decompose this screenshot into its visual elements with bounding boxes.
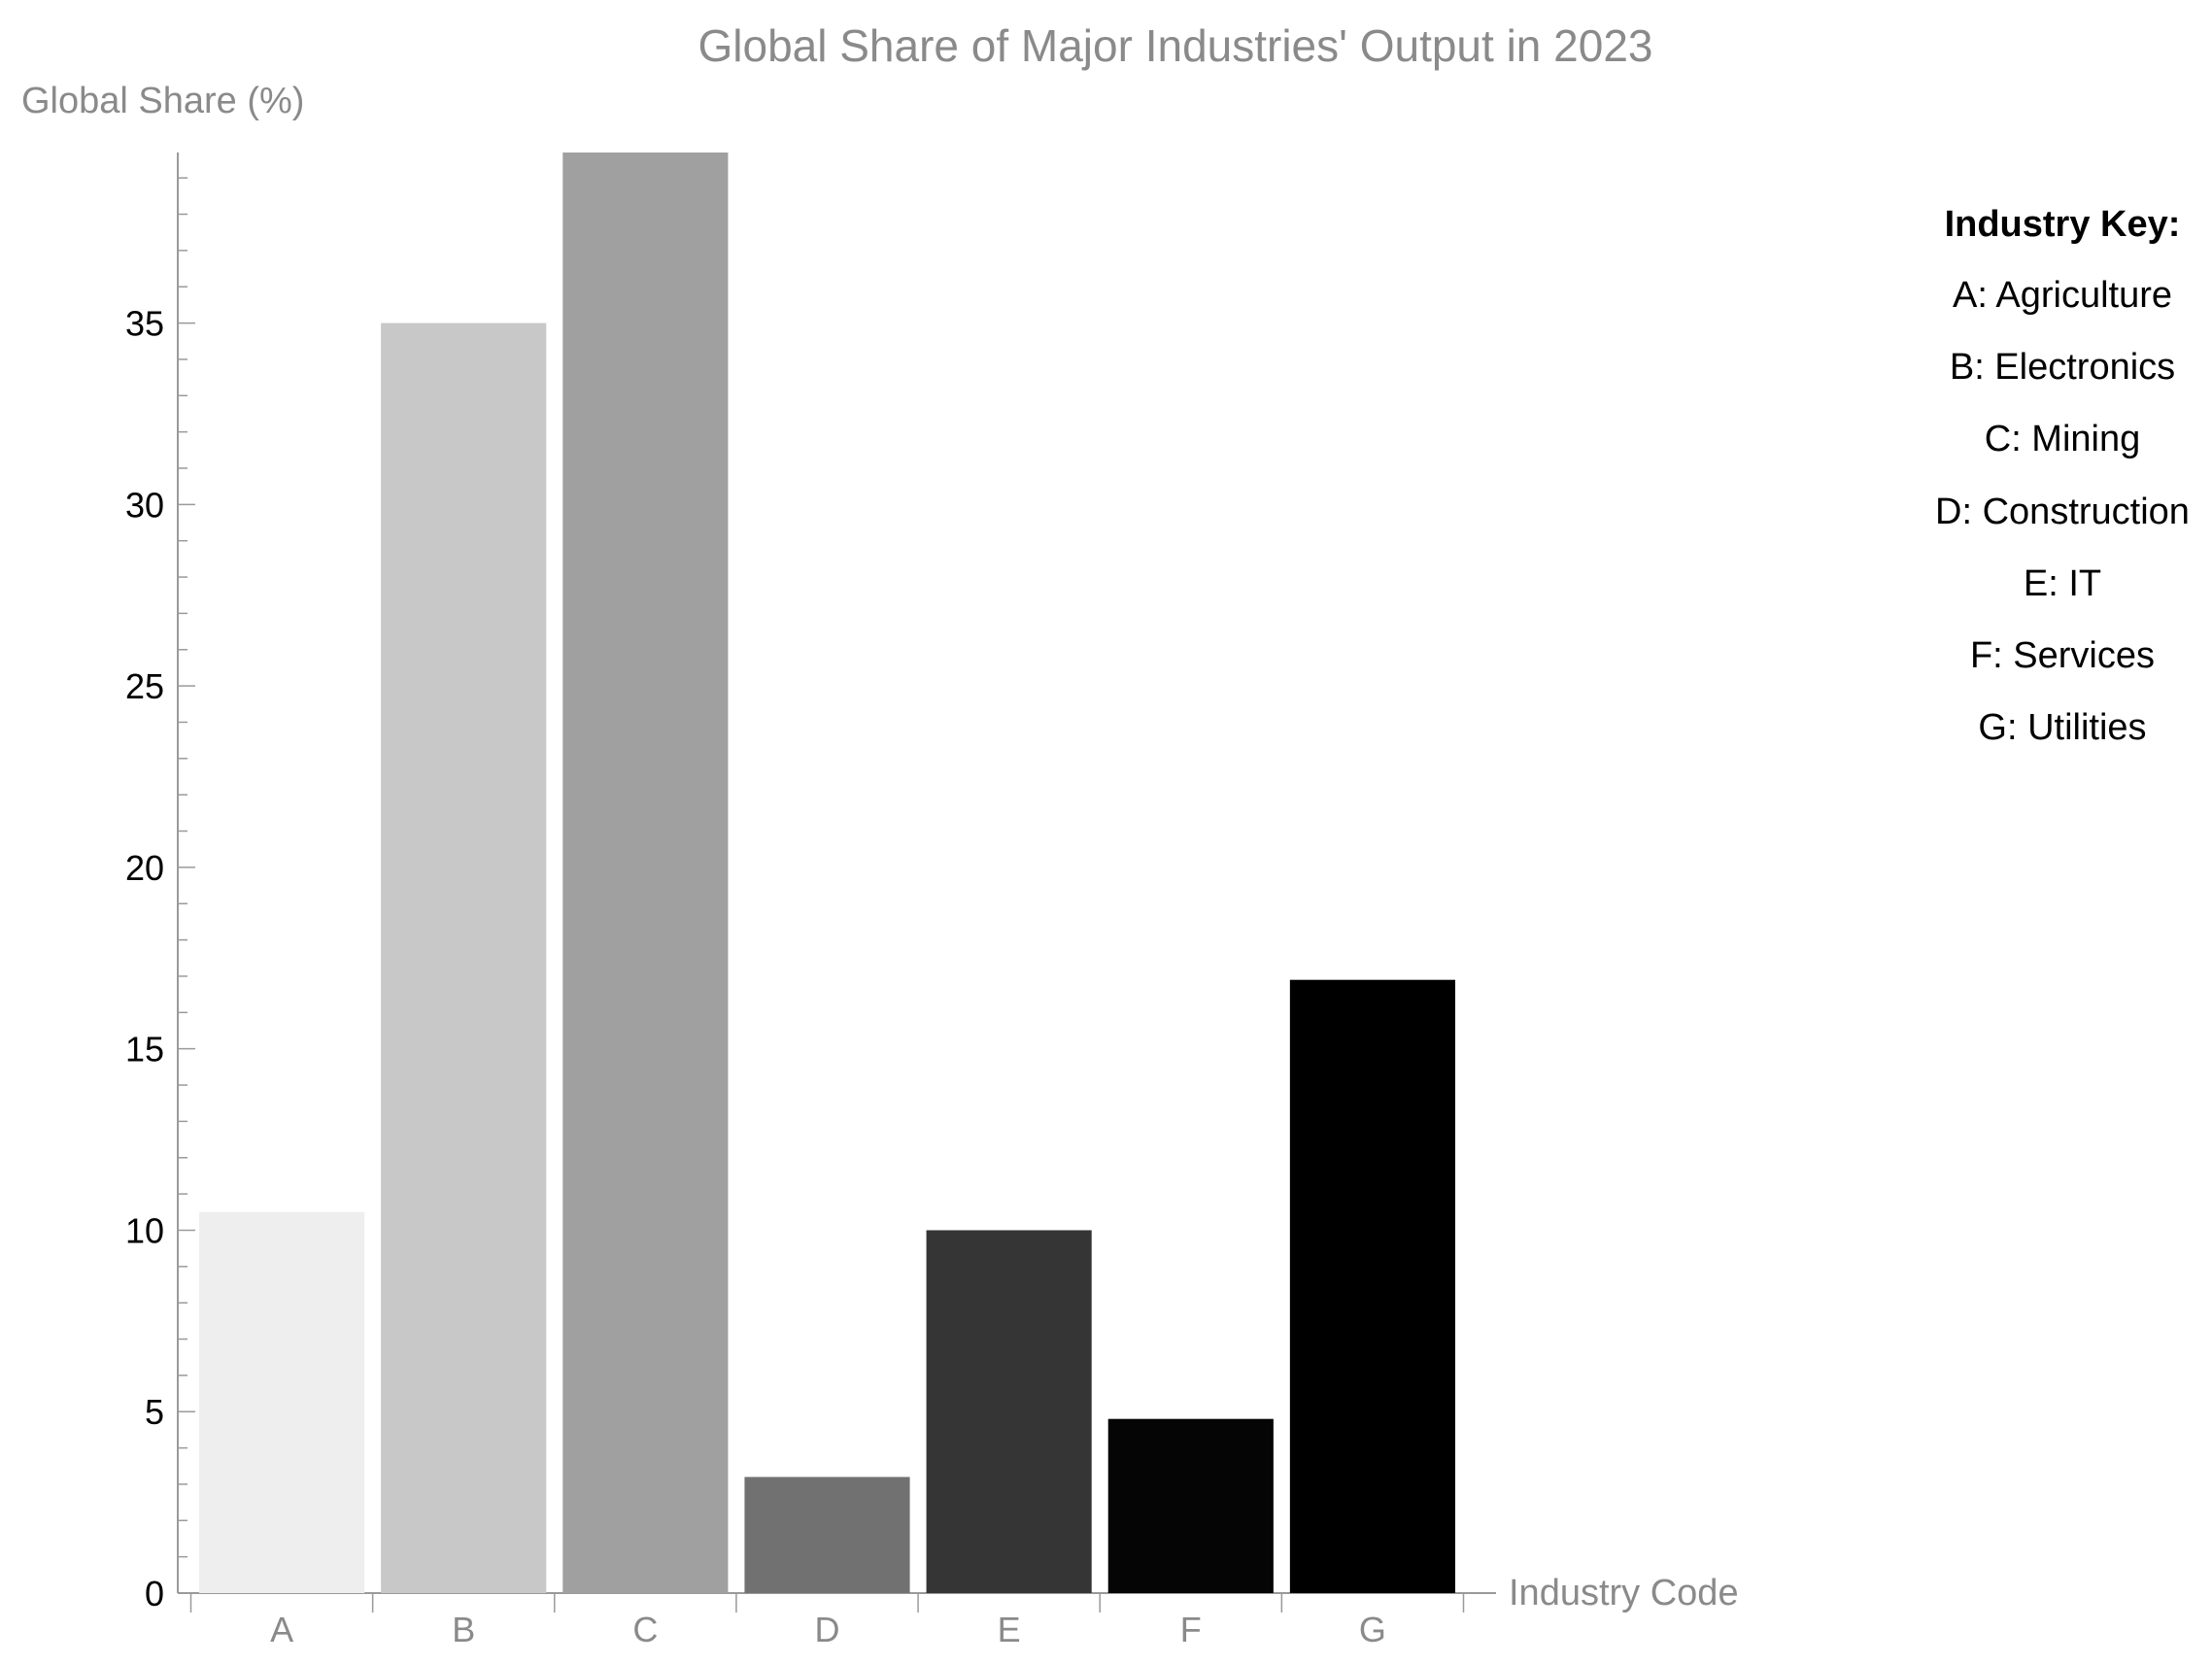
legend-entry: D: Construction: [1935, 492, 2190, 532]
x-tick-labels: A B C D E F G: [270, 1610, 1386, 1649]
legend: Industry Key: A: Agriculture B: Electron…: [1935, 204, 2190, 748]
legend-entry: C: Mining: [1985, 419, 2141, 459]
x-tick-label: D: [815, 1610, 840, 1649]
x-tick-label: B: [452, 1610, 475, 1649]
x-tick-label: F: [1180, 1610, 1202, 1649]
bar-B: [381, 323, 547, 1593]
bar-D: [744, 1477, 910, 1593]
y-tick-label: 15: [125, 1030, 164, 1070]
bar-C: [562, 153, 729, 1593]
bars: [199, 153, 1455, 1593]
y-axis: 0 5 10 15 20 25 30 35: [125, 153, 195, 1613]
legend-entry: B: Electronics: [1950, 347, 2175, 388]
bar-E: [926, 1230, 1092, 1593]
legend-entry: F: Services: [1970, 635, 2155, 676]
legend-entry: E: IT: [2024, 563, 2101, 604]
legend-entry: G: Utilities: [1978, 707, 2146, 748]
y-tick-label: 30: [125, 485, 164, 525]
legend-title: Industry Key:: [1945, 204, 2181, 245]
y-tick-label: 5: [145, 1392, 164, 1432]
x-axis-label: Industry Code: [1509, 1573, 1739, 1613]
y-tick-label: 25: [125, 666, 164, 706]
y-tick-label: 0: [145, 1574, 164, 1613]
x-tick-label: G: [1359, 1610, 1386, 1649]
y-tick-label: 35: [125, 304, 164, 344]
y-axis-label: Global Share (%): [21, 81, 304, 121]
bar-F: [1107, 1418, 1274, 1593]
y-tick-label: 20: [125, 848, 164, 888]
legend-entry: A: Agriculture: [1953, 275, 2172, 316]
x-tick-label: E: [998, 1610, 1021, 1649]
y-tick-label: 10: [125, 1210, 164, 1250]
bar-G: [1289, 979, 1455, 1593]
bar-A: [199, 1211, 365, 1593]
x-tick-label: A: [270, 1610, 293, 1649]
chart-title: Global Share of Major Industries' Output…: [698, 20, 1652, 71]
x-tick-label: C: [632, 1610, 658, 1649]
